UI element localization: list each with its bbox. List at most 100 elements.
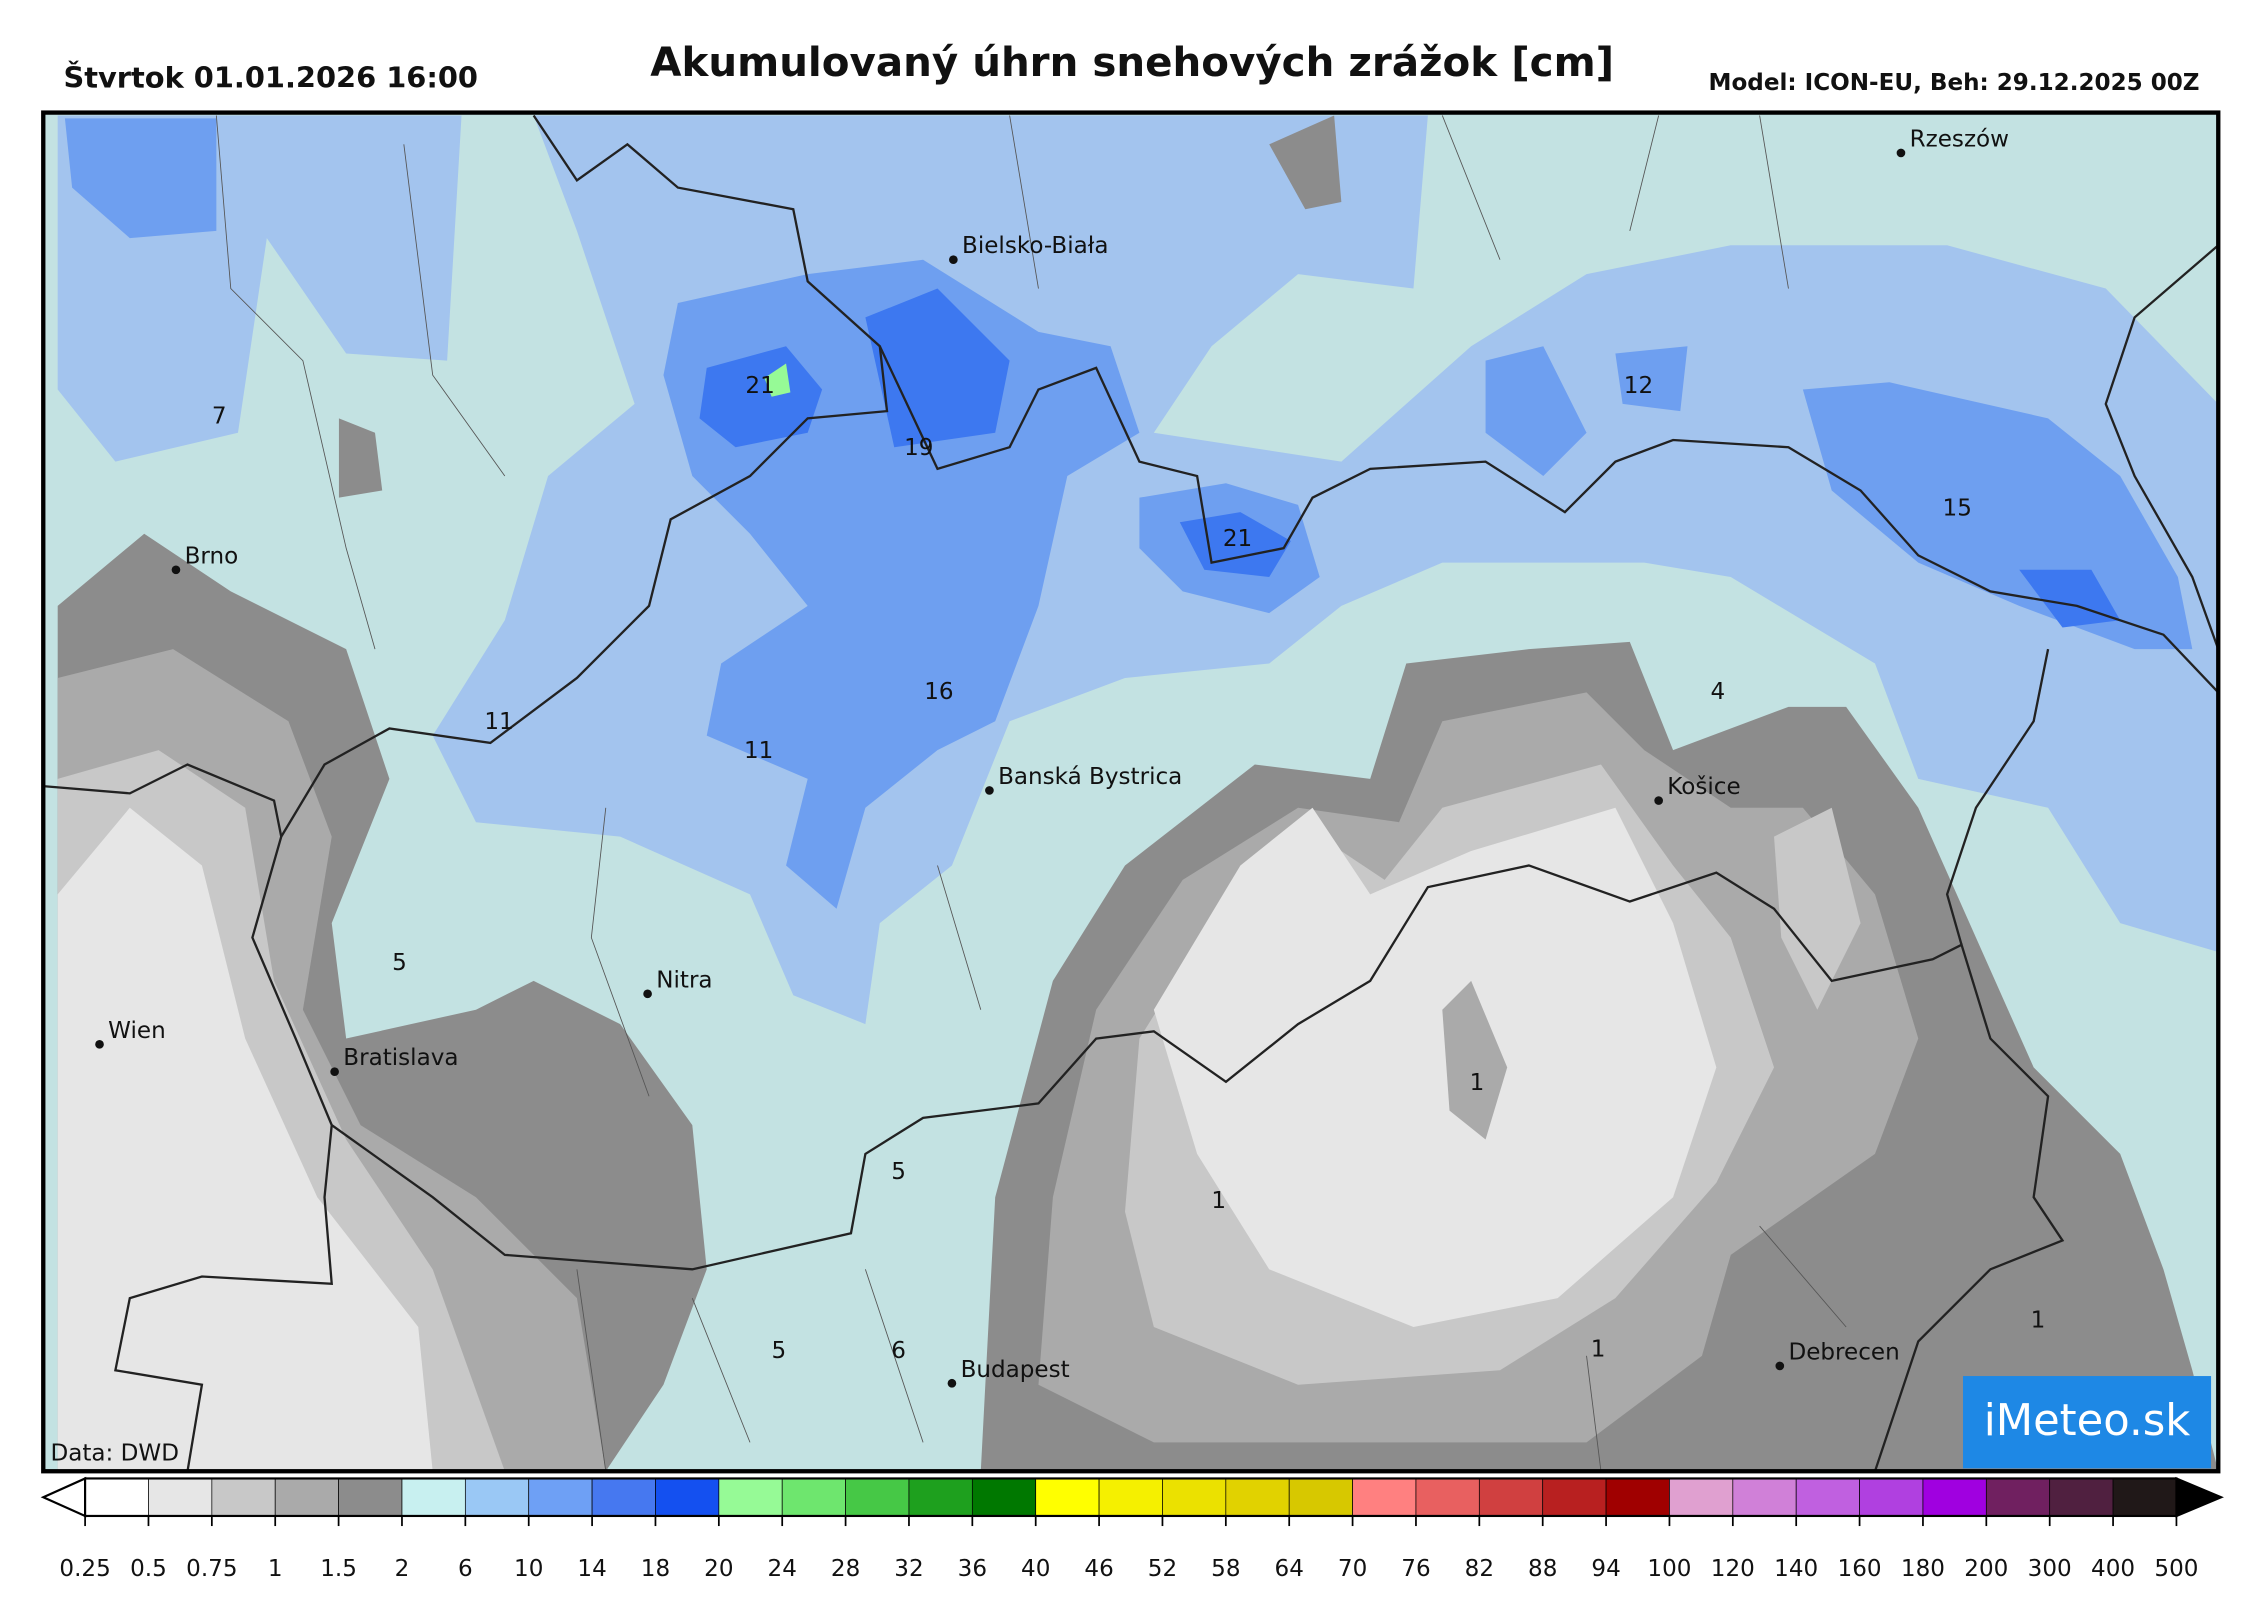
colorbar-cell <box>211 1478 276 1517</box>
city-label: Košice <box>1667 774 1740 800</box>
contour-value: 5 <box>891 1159 906 1185</box>
colorbar-cell <box>1225 1478 1290 1517</box>
colorbar-label: 160 <box>1838 1556 1882 1582</box>
colorbar-label: 140 <box>1774 1556 1818 1582</box>
city-label: Brno <box>185 543 239 569</box>
colorbar-cell <box>1415 1478 1480 1517</box>
colorbar-label: 76 <box>1401 1556 1430 1582</box>
colorbar-high-arrow <box>2175 1476 2224 1518</box>
colorbar-cell <box>655 1478 720 1517</box>
city-dot <box>1654 796 1663 805</box>
colorbar-cell <box>1669 1478 1734 1517</box>
colorbar-label: 36 <box>958 1556 987 1582</box>
colorbar-label: 1 <box>268 1556 283 1582</box>
colorbar-cell <box>1035 1478 1100 1517</box>
colorbar-cell <box>718 1478 783 1517</box>
colorbar-label: 100 <box>1647 1556 1691 1582</box>
contour-value: 5 <box>392 950 407 976</box>
colorbar-frame <box>84 1477 2178 1518</box>
colorbar-cell <box>1098 1478 1163 1517</box>
snow-blue <box>57 115 2217 1025</box>
city-dot <box>330 1067 339 1077</box>
contour-value: 21 <box>1223 526 1252 552</box>
colorbar-label: 0.75 <box>186 1556 237 1582</box>
colorbar-label: 20 <box>704 1556 733 1582</box>
colorbar-cell <box>1732 1478 1797 1517</box>
snow-gray <box>57 115 2217 1470</box>
colorbar-label: 500 <box>2154 1556 2198 1582</box>
colorbar-cell <box>148 1478 213 1517</box>
colorbar-cell <box>1922 1478 1987 1517</box>
colorbar-label: 14 <box>577 1556 606 1582</box>
colorbar-label: 10 <box>514 1556 543 1582</box>
contour-value: 15 <box>1943 496 1972 522</box>
colorbar-label: 24 <box>768 1556 797 1582</box>
colorbar-cell <box>2049 1478 2114 1517</box>
colorbar-label: 0.25 <box>59 1556 110 1582</box>
city-label: Banská Bystrica <box>998 764 1182 790</box>
colorbar-cell <box>2112 1478 2177 1517</box>
contour-value: 7 <box>212 403 227 429</box>
colorbar-label: 40 <box>1021 1556 1050 1582</box>
colorbar-cell <box>1352 1478 1417 1517</box>
city-dot <box>947 1378 957 1388</box>
city-dot <box>949 255 958 265</box>
colorbar-cell <box>464 1478 530 1517</box>
contour-value: 16 <box>924 679 953 705</box>
colorbar-cell <box>971 1478 1037 1517</box>
colorbar-label: 1.5 <box>320 1556 357 1582</box>
colorbar-label: 2 <box>395 1556 410 1582</box>
city-dot <box>1896 148 1906 158</box>
colorbar-label: 120 <box>1711 1556 1755 1582</box>
city-dot <box>1775 1361 1785 1371</box>
colorbar-label: 400 <box>2091 1556 2135 1582</box>
colorbar-cell <box>274 1478 339 1517</box>
colorbar-cell <box>1478 1478 1544 1517</box>
contour-value: 21 <box>745 373 774 399</box>
map: iMeteo.sk Data: DWD Rzeszów Bielsko-Biała… <box>44 114 2217 1470</box>
colorbar-label: 70 <box>1338 1556 1367 1582</box>
colorbar-label: 300 <box>2028 1556 2072 1582</box>
logo: iMeteo.sk <box>1984 1396 2191 1446</box>
logo-box <box>1962 1376 2212 1469</box>
city-label: Rzeszów <box>1910 126 2009 152</box>
data-source: Data: DWD <box>50 1440 178 1466</box>
contour-value: 1 <box>1211 1188 1226 1214</box>
colorbar-cell <box>1985 1478 2051 1517</box>
colorbar-cell <box>84 1478 149 1517</box>
city-label: Wien <box>108 1018 166 1044</box>
colorbar-label: 58 <box>1211 1556 1240 1582</box>
colorbar-low-arrow <box>40 1476 87 1518</box>
contour-value: 1 <box>1591 1337 1606 1363</box>
map-frame <box>41 110 2221 1474</box>
colorbar-cell <box>1162 1478 1227 1517</box>
city-label: Nitra <box>656 967 712 993</box>
colorbar-label: 18 <box>641 1556 670 1582</box>
colorbar-cell <box>845 1478 910 1517</box>
colorbar-label: 52 <box>1148 1556 1177 1582</box>
colorbar-cell <box>528 1478 593 1517</box>
city-dot <box>95 1039 104 1049</box>
contour-value: 6 <box>891 1338 906 1364</box>
colorbar-label: 46 <box>1084 1556 1113 1582</box>
colorbar-cell <box>338 1478 403 1517</box>
colorbar-label: 0.5 <box>130 1556 167 1582</box>
contour-value: 5 <box>772 1338 787 1364</box>
colorbar-label: 200 <box>1964 1556 2008 1582</box>
borders <box>44 114 2217 1470</box>
date: Štvrtok 01.01.2026 16:00 <box>63 60 478 94</box>
colorbar-cell <box>401 1478 466 1517</box>
city-label: Budapest <box>961 1357 1070 1383</box>
contour-value: 4 <box>1710 679 1725 705</box>
contour-value: 12 <box>1624 373 1653 399</box>
colorbar-label: 64 <box>1275 1556 1304 1582</box>
city-label: Bratislava <box>343 1045 458 1071</box>
colorbar-cell <box>1605 1478 1670 1517</box>
contour-value: 1 <box>1470 1070 1485 1096</box>
colorbar-label: 32 <box>894 1556 923 1582</box>
colorbar-cell <box>781 1478 846 1517</box>
colorbar-label: 6 <box>458 1556 473 1582</box>
colorbar-label: 88 <box>1528 1556 1557 1582</box>
